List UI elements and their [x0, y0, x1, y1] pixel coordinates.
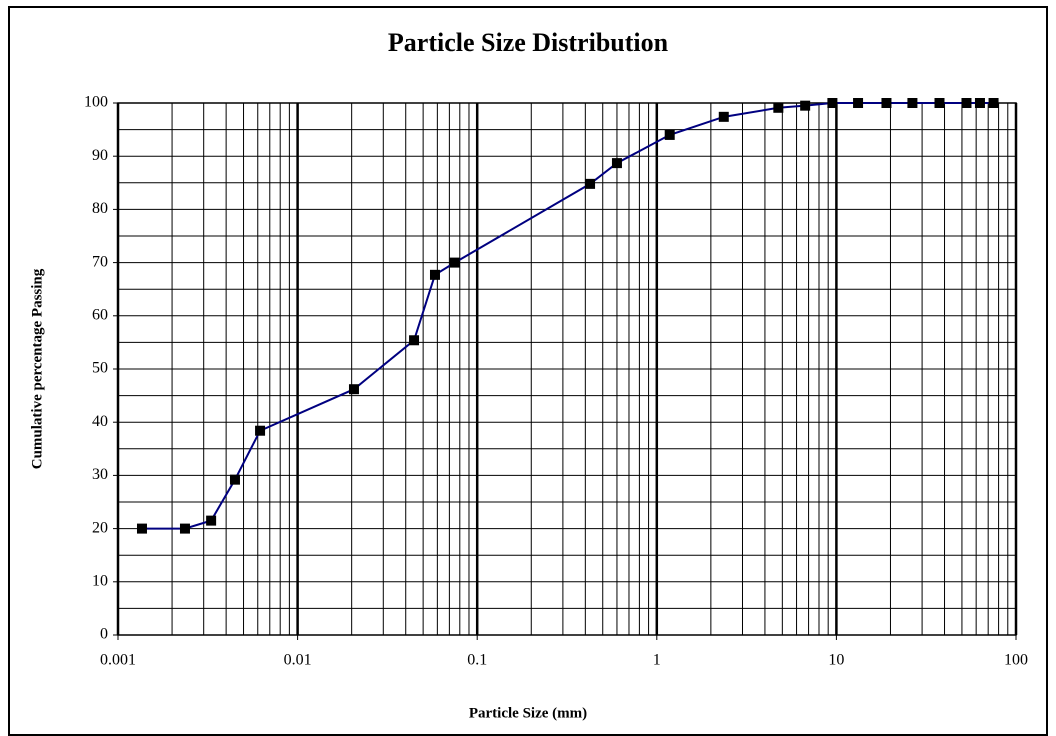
data-point: [664, 129, 675, 140]
y-tick-label: 20: [92, 519, 108, 536]
plot-border: [117, 102, 1017, 636]
data-point: [449, 257, 460, 268]
data-point: [409, 335, 420, 346]
y-tick-label: 80: [92, 200, 108, 217]
data-point: [800, 100, 811, 111]
data-point: [827, 98, 838, 108]
y-tick-label: 60: [92, 306, 108, 323]
y-tick-label: 30: [92, 466, 108, 483]
y-tick-label: 100: [84, 94, 108, 111]
y-tick-label: 90: [92, 147, 108, 164]
data-point: [429, 269, 440, 280]
x-tick-label: 100: [1004, 652, 1028, 669]
data-point: [348, 384, 359, 395]
y-tick-label: 50: [92, 360, 108, 377]
y-tick-label: 70: [92, 253, 108, 270]
data-point: [255, 425, 266, 436]
x-tick-label: 0.01: [284, 652, 312, 669]
data-point: [179, 523, 190, 534]
data-point: [136, 523, 147, 534]
chart-title: Particle Size Distribution: [388, 28, 669, 57]
data-point: [611, 158, 622, 169]
x-tick-label: 10: [828, 652, 844, 669]
x-axis-label: Particle Size (mm): [469, 705, 587, 721]
y-axis-label: Cumulative percentage Passing: [29, 268, 45, 469]
data-point: [988, 98, 999, 108]
data-point: [881, 98, 892, 108]
x-tick-label: 1: [653, 652, 661, 669]
data-point: [585, 178, 596, 189]
y-tick-label: 0: [100, 626, 108, 643]
data-point: [206, 515, 217, 526]
data-point: [907, 98, 918, 108]
data-point: [718, 111, 729, 122]
data-point: [961, 98, 972, 108]
data-point: [934, 98, 945, 108]
data-point: [974, 98, 985, 108]
data-point: [229, 474, 240, 485]
y-tick-label: 10: [92, 572, 108, 589]
x-tick-label: 0.1: [467, 652, 487, 669]
data-point: [773, 102, 784, 113]
x-tick-label: 0.001: [100, 652, 136, 669]
y-tick-label: 40: [92, 413, 108, 430]
data-point: [853, 98, 864, 108]
chart-frame: [8, 6, 1048, 736]
